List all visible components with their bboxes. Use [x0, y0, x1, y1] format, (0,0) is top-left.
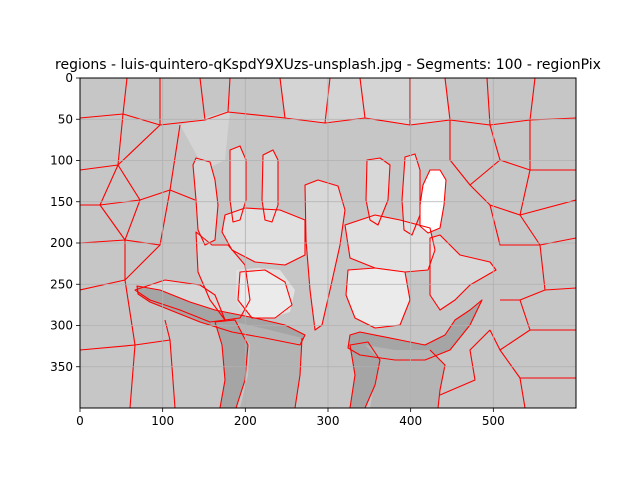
y-tick-label: 300 [50, 319, 73, 333]
region-finger-3 [262, 150, 278, 222]
segment-boundaries [80, 78, 576, 408]
grid-lines [80, 78, 576, 408]
x-axis: 0 100 200 300 400 500 [76, 408, 505, 428]
boundary-finger-left [192, 145, 279, 246]
y-axis: 0 50 100 150 200 250 300 350 [50, 71, 80, 374]
x-tick-label: 0 [76, 414, 84, 428]
x-tick-label: 500 [482, 414, 505, 428]
region-wrist-left [215, 320, 248, 408]
region-upper-right2 [410, 78, 450, 125]
region-finger-2 [230, 146, 246, 222]
boundary-sleeves [136, 285, 483, 408]
region-finger-base-left [180, 110, 230, 170]
region-arm-right [365, 345, 445, 408]
boundary-arms [294, 337, 446, 408]
palm-center-regions [238, 268, 410, 328]
y-tick-label: 150 [50, 195, 73, 209]
y-tick-label: 250 [50, 277, 73, 291]
y-tick-label: 0 [65, 71, 73, 85]
region-palm-center-r [346, 268, 410, 328]
image-area [80, 78, 576, 408]
upper-cells [180, 78, 450, 170]
boundary-finger-right [365, 153, 447, 236]
region-finger-r1 [366, 158, 390, 225]
x-tick-label: 200 [234, 414, 257, 428]
x-tick-label: 300 [317, 414, 340, 428]
x-tick-label: 100 [151, 414, 174, 428]
y-tick-label: 200 [50, 236, 73, 250]
region-palm-center-l [238, 270, 292, 318]
region-palm-r-upper [345, 215, 435, 272]
boundary-cells-right [439, 120, 576, 408]
boundary-cells-left [80, 113, 196, 408]
chart-title: regions - luis-quintero-qKspdY9XUzs-unsp… [55, 57, 601, 73]
region-upper-left [280, 78, 330, 123]
region-index [305, 180, 345, 330]
region-upper-mid [325, 78, 365, 123]
y-tick-label: 350 [50, 360, 73, 374]
region-upper-right [360, 78, 410, 125]
boundary-palm [221, 207, 436, 329]
arm-regions [235, 322, 445, 408]
region-arm-left [235, 322, 302, 408]
y-tick-label: 50 [58, 112, 73, 126]
boundary-index [304, 179, 346, 331]
region-palm-l-upper [222, 208, 305, 265]
region-palm-right [430, 235, 496, 310]
x-tick-label: 400 [399, 414, 422, 428]
region-wrist-right [350, 342, 380, 408]
region-sleeve-right [348, 300, 482, 360]
y-tick-label: 100 [50, 154, 73, 168]
